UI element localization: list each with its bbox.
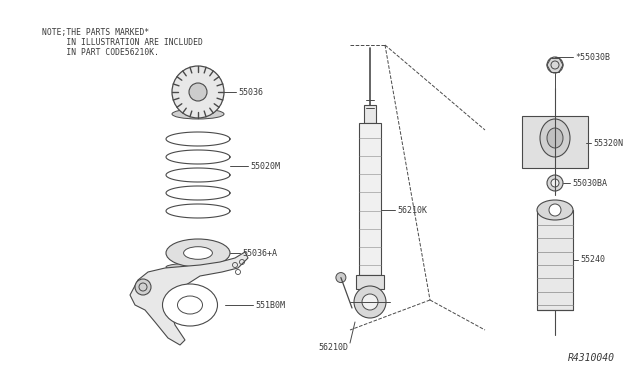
FancyBboxPatch shape	[522, 116, 588, 168]
Text: 55240: 55240	[580, 256, 605, 264]
Circle shape	[189, 83, 207, 101]
Text: 55320N: 55320N	[593, 138, 623, 148]
Bar	[364, 105, 376, 123]
Bar	[537, 210, 573, 310]
Bar	[359, 123, 381, 275]
Text: 55020M: 55020M	[250, 161, 280, 170]
Circle shape	[547, 175, 563, 191]
Ellipse shape	[166, 239, 230, 267]
Circle shape	[336, 273, 346, 283]
Text: NOTE;THE PARTS MARKED*: NOTE;THE PARTS MARKED*	[42, 28, 149, 36]
Text: *55030B: *55030B	[575, 52, 610, 61]
Polygon shape	[130, 252, 248, 345]
Circle shape	[172, 66, 224, 118]
Circle shape	[135, 279, 151, 295]
Bar	[356, 275, 384, 289]
Ellipse shape	[547, 128, 563, 148]
Circle shape	[547, 57, 563, 73]
Circle shape	[354, 286, 386, 318]
Ellipse shape	[537, 200, 573, 220]
Text: 551B0M: 551B0M	[255, 301, 285, 310]
Text: 55030BA: 55030BA	[572, 179, 607, 187]
Text: R4310040: R4310040	[568, 353, 615, 363]
Text: 56210K: 56210K	[397, 205, 427, 215]
Ellipse shape	[172, 109, 224, 119]
Text: 55036+A: 55036+A	[242, 248, 277, 257]
Ellipse shape	[163, 284, 218, 326]
Circle shape	[551, 179, 559, 187]
Ellipse shape	[184, 247, 212, 259]
Ellipse shape	[540, 119, 570, 157]
Text: IN ILLUSTRATION ARE INCLUDED: IN ILLUSTRATION ARE INCLUDED	[42, 38, 203, 46]
Circle shape	[549, 204, 561, 216]
Ellipse shape	[166, 263, 230, 271]
Circle shape	[362, 294, 378, 310]
Text: 56210D: 56210D	[318, 343, 348, 352]
Text: IN PART CODE56210K.: IN PART CODE56210K.	[42, 48, 159, 57]
Text: 55036: 55036	[238, 87, 263, 96]
